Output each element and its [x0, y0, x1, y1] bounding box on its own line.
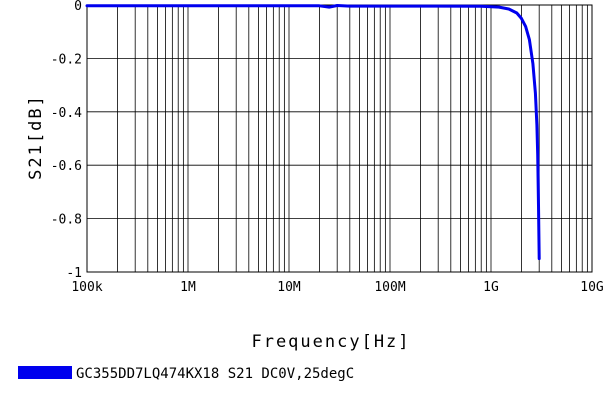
- x-tick-label: 10G: [580, 280, 604, 295]
- y-tick-labels: 0 -0.2 -0.4 -0.6 -0.8 -1: [51, 0, 82, 281]
- x-tick-label: 100k: [71, 280, 102, 295]
- legend-label: GC355DD7LQ474KX18 S21 DC0V,25degC: [76, 366, 354, 382]
- x-tick-label: 100M: [374, 280, 405, 295]
- y-tick-label: 0: [74, 0, 82, 14]
- y-tick-label: -0.8: [51, 213, 82, 228]
- grid: [87, 5, 592, 272]
- x-tick-label: 1M: [180, 280, 196, 295]
- x-tick-labels: 100k 1M 10M 100M 1G 10G: [71, 280, 604, 295]
- x-tick-label: 1G: [483, 280, 499, 295]
- y-tick-label: -0.6: [51, 159, 82, 174]
- y-tick-label: -0.4: [51, 106, 82, 121]
- series-lines: [85, 4, 541, 261]
- plot-frame: [86, 4, 593, 273]
- y-tick-label: -1: [66, 266, 82, 281]
- x-axis-label: Frequency[Hz]: [251, 332, 410, 352]
- y-tick-label: -0.2: [51, 52, 82, 67]
- series-line: [85, 4, 541, 261]
- y-axis-label: S21[dB]: [26, 94, 46, 180]
- x-tick-label: 10M: [277, 280, 301, 295]
- legend-swatch: [18, 366, 72, 379]
